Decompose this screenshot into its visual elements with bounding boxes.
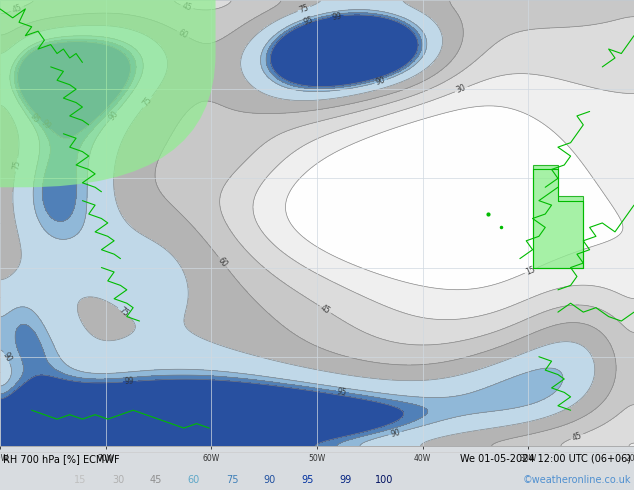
Text: 90: 90: [1, 351, 14, 364]
Text: 90: 90: [375, 76, 387, 87]
Text: 90: 90: [264, 475, 276, 485]
Text: 45: 45: [11, 3, 23, 15]
Text: 45: 45: [181, 1, 193, 13]
Text: ©weatheronline.co.uk: ©weatheronline.co.uk: [522, 475, 631, 485]
Text: 90: 90: [389, 428, 401, 439]
Text: 95: 95: [336, 387, 347, 397]
Text: 99: 99: [331, 11, 342, 22]
Text: 60: 60: [216, 255, 229, 269]
Text: 15: 15: [525, 264, 537, 276]
Text: 75: 75: [11, 159, 22, 171]
Text: 75: 75: [117, 305, 130, 318]
Text: 99: 99: [340, 475, 352, 485]
Text: 95: 95: [302, 15, 314, 26]
Text: 95: 95: [302, 475, 314, 485]
Text: 45: 45: [150, 475, 162, 485]
Text: 60: 60: [188, 475, 200, 485]
Text: 60: 60: [176, 28, 190, 41]
Text: RH 700 hPa [%] ECMWF: RH 700 hPa [%] ECMWF: [3, 454, 120, 464]
Text: 15: 15: [74, 475, 86, 485]
FancyBboxPatch shape: [0, 0, 216, 187]
Text: 30: 30: [455, 83, 467, 95]
Text: 99: 99: [124, 377, 135, 387]
Text: 45: 45: [319, 303, 332, 316]
Text: 75: 75: [298, 3, 310, 15]
Text: 45: 45: [571, 430, 583, 442]
Polygon shape: [533, 165, 583, 268]
Text: 75: 75: [141, 96, 154, 109]
Text: 75: 75: [226, 475, 238, 485]
Text: 99: 99: [39, 118, 53, 131]
Text: 30: 30: [112, 475, 124, 485]
Text: 90: 90: [107, 109, 120, 122]
Text: 100: 100: [375, 475, 393, 485]
Text: 95: 95: [28, 112, 41, 125]
Text: We 01-05-2024 12:00 UTC (06+06): We 01-05-2024 12:00 UTC (06+06): [460, 454, 631, 464]
